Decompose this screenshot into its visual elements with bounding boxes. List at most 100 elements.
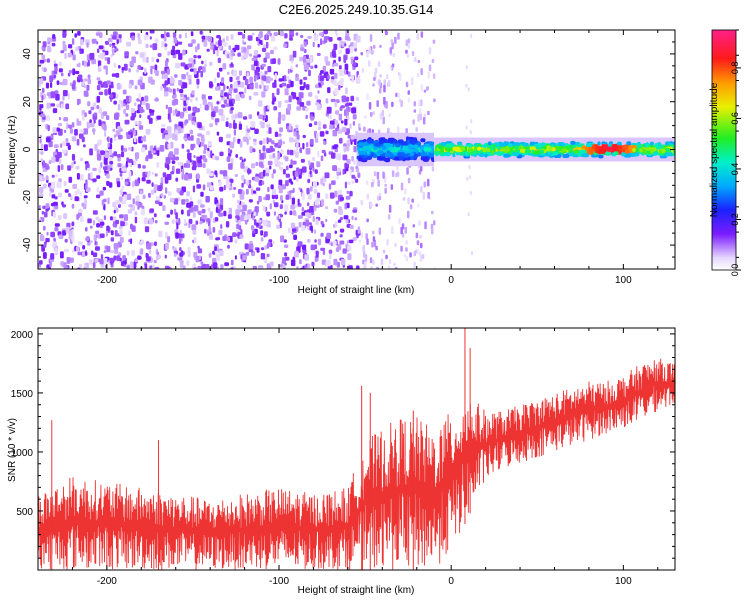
spectrogram-cell bbox=[232, 193, 235, 198]
spectrogram-cell bbox=[187, 209, 191, 217]
spectrogram-cell bbox=[191, 90, 195, 95]
spectrogram-cell bbox=[153, 184, 158, 191]
spectrogram-cell bbox=[234, 239, 238, 244]
spectrogram-cell bbox=[325, 260, 331, 267]
spectrogram-cell bbox=[179, 262, 184, 268]
spectrogram-cell bbox=[291, 60, 294, 64]
spectrogram-cell bbox=[316, 53, 321, 56]
spectrogram-cell bbox=[53, 201, 58, 207]
spectrogram-cell bbox=[50, 103, 56, 107]
spectrogram-cell bbox=[311, 261, 315, 267]
spectrogram-cell bbox=[464, 151, 468, 156]
spectrogram-cell bbox=[244, 243, 249, 250]
spectrogram-cell bbox=[223, 41, 228, 47]
spectrogram-cell bbox=[154, 266, 160, 269]
spectrogram-cell bbox=[203, 40, 208, 47]
spectrogram-cell bbox=[192, 160, 196, 167]
spectrogram-cell bbox=[423, 181, 426, 188]
spectrogram-cell bbox=[336, 153, 342, 160]
spectrogram-cell bbox=[218, 229, 223, 236]
spectrogram-cell bbox=[406, 139, 411, 144]
spectrogram-cell bbox=[174, 74, 178, 78]
spectrogram-cell bbox=[68, 193, 71, 197]
spectrogram-cell bbox=[188, 78, 192, 85]
spectrogram-cell bbox=[172, 133, 176, 140]
spectrogram-cell bbox=[239, 141, 243, 147]
spectrogram-cell bbox=[317, 150, 320, 158]
spectrogram-cell bbox=[415, 127, 418, 132]
spectrogram-cell bbox=[400, 182, 404, 191]
spectrogram-cell bbox=[340, 196, 344, 201]
spectrogram-cell bbox=[156, 150, 160, 156]
spectrogram-cell bbox=[154, 97, 159, 102]
spectrogram-cell bbox=[387, 214, 391, 220]
spectrogram-cell bbox=[398, 156, 405, 161]
spectrogram-cell bbox=[262, 145, 266, 152]
spectrogram-cell bbox=[343, 56, 347, 64]
spectrogram-cell bbox=[151, 57, 155, 63]
spectrogram-cell bbox=[320, 38, 323, 46]
spectrogram-cell bbox=[420, 156, 428, 161]
spectrogram-cell bbox=[150, 65, 155, 69]
spectrogram-cell bbox=[645, 143, 650, 148]
spectrogram-cell bbox=[116, 181, 121, 188]
spectrogram-cell bbox=[203, 149, 206, 155]
spectrogram-cell bbox=[226, 133, 231, 139]
spectrogram-cell bbox=[48, 140, 53, 148]
spectrogram-cell bbox=[125, 104, 130, 110]
spectrogram-cell bbox=[353, 145, 358, 153]
spectrogram-cell bbox=[388, 113, 391, 117]
spectrogram-cell bbox=[253, 141, 257, 146]
spectrogram-cell bbox=[248, 136, 251, 141]
spectrogram-cell bbox=[84, 199, 87, 205]
spectrogram-cell bbox=[112, 128, 116, 132]
spectrogram-cell bbox=[388, 79, 391, 87]
spectrogram-cell bbox=[244, 78, 249, 86]
spectrogram-cell bbox=[42, 205, 46, 210]
spectrogram-cell bbox=[126, 41, 131, 47]
spectrogram-cell bbox=[159, 145, 165, 152]
spectrogram-cell bbox=[62, 204, 66, 208]
spectrogram-cell bbox=[148, 117, 153, 124]
spectrogram-cell bbox=[96, 41, 99, 45]
spectrogram-cell bbox=[218, 181, 222, 186]
spectrogram-cell bbox=[316, 161, 321, 168]
spectrogram-cell bbox=[106, 225, 110, 232]
spectrogram-cell bbox=[216, 49, 219, 57]
spectrogram-cell bbox=[135, 152, 140, 159]
spectrogram-cell bbox=[186, 149, 190, 153]
spectrogram-cell bbox=[66, 257, 71, 264]
spectrogram-cell bbox=[60, 72, 64, 77]
spectrogram-cell bbox=[675, 144, 682, 148]
spectrogram-cell bbox=[43, 183, 47, 189]
spectrogram-cell bbox=[83, 267, 87, 269]
spectrogram-cell bbox=[324, 56, 329, 63]
spectrogram-cell bbox=[331, 152, 336, 159]
spectrogram-cell bbox=[223, 210, 227, 217]
spectrogram-cell bbox=[47, 46, 52, 53]
spectrogram-cell bbox=[313, 36, 319, 41]
spectrogram-cell bbox=[295, 151, 299, 158]
spectrogram-cell bbox=[163, 74, 168, 79]
spectrogram-cell bbox=[333, 62, 339, 67]
spectrogram-cell bbox=[232, 122, 237, 129]
spectrogram-cell bbox=[333, 43, 338, 50]
spectrogram-cell bbox=[68, 230, 73, 237]
spectrogram-cell bbox=[49, 191, 52, 197]
spectrogram-cell bbox=[420, 68, 423, 75]
spectrogram-cell bbox=[272, 82, 277, 88]
spectrogram-cell bbox=[134, 216, 138, 224]
spectrogram-cell bbox=[189, 68, 195, 72]
spectrogram-cell bbox=[200, 141, 205, 147]
spectrogram-cell bbox=[228, 163, 233, 170]
spectrogram-cell bbox=[167, 113, 171, 120]
spectrogram-cell bbox=[604, 151, 612, 156]
spectrogram-cell bbox=[283, 244, 289, 248]
spectrogram-cell bbox=[260, 80, 264, 87]
spectrogram-cell bbox=[350, 58, 354, 65]
spectrogram-cell bbox=[206, 48, 210, 52]
spectrogram-cell bbox=[413, 101, 416, 107]
spectrogram-cell bbox=[329, 68, 335, 75]
spectrogram-cell bbox=[346, 70, 349, 75]
spectrogram-cell bbox=[62, 230, 67, 236]
